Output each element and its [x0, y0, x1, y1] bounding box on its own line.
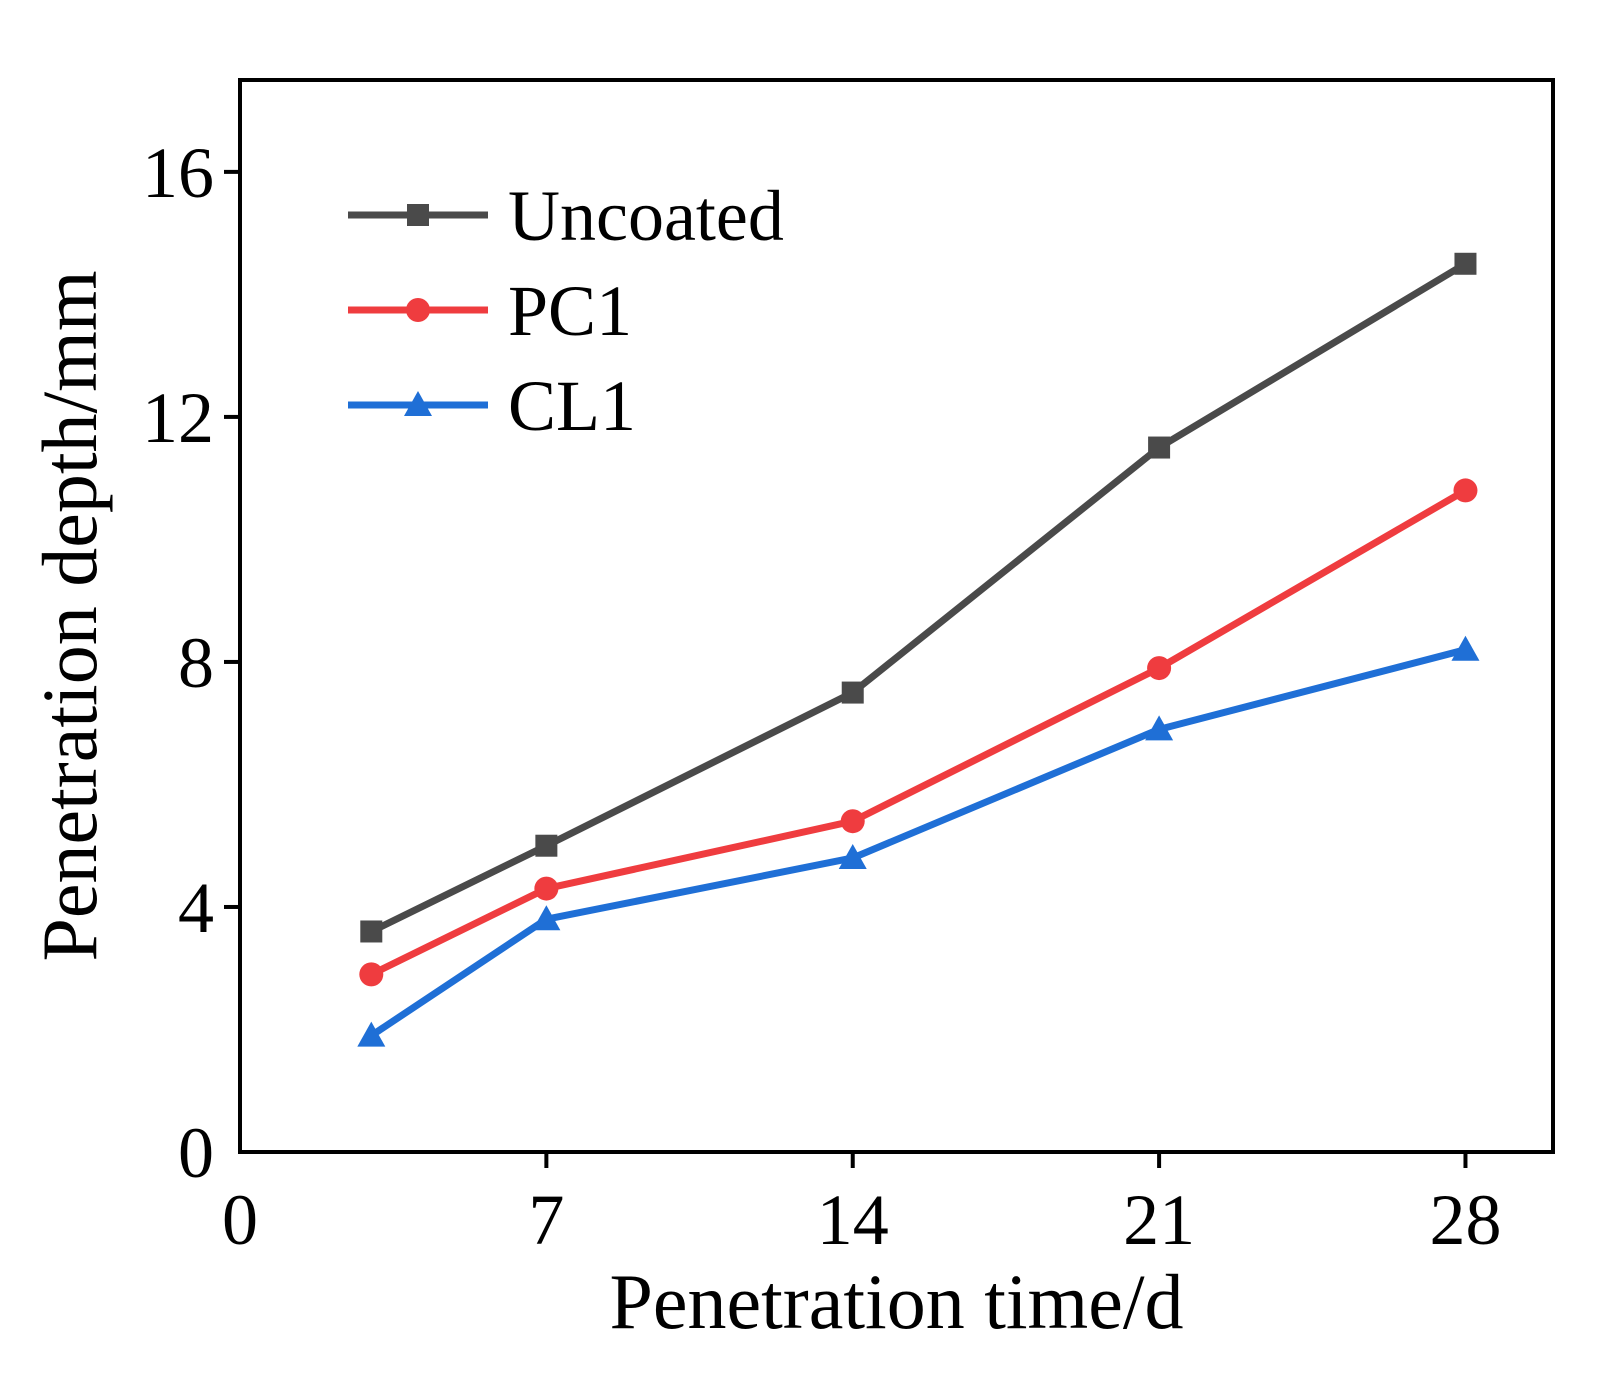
y-tick-label: 12: [142, 378, 214, 458]
data-point-cl1: [357, 1021, 386, 1047]
legend-item-uncoated: Uncoated: [348, 176, 784, 256]
data-point-pc1: [359, 962, 384, 987]
x-tick-label: 0: [222, 1180, 258, 1260]
series-cl1: [357, 635, 1480, 1047]
series-uncoated: [360, 252, 1477, 943]
legend: Uncoated PC1 CL1: [348, 176, 784, 446]
data-point-pc1: [534, 876, 559, 901]
data-point-uncoated: [1454, 252, 1477, 275]
data-point-uncoated: [535, 834, 558, 857]
y-tick-label: 0: [178, 1113, 214, 1193]
legend-marker-pc1: [406, 298, 430, 322]
legend-label-pc1: PC1: [508, 271, 632, 351]
x-tick-label: 7: [528, 1180, 564, 1260]
data-point-cl1: [532, 905, 561, 931]
legend-item-pc1: PC1: [348, 271, 632, 351]
data-point-uncoated: [1148, 436, 1171, 459]
legend-label-cl1: CL1: [508, 366, 636, 446]
x-tick-label: 28: [1429, 1180, 1501, 1260]
y-tick-label: 4: [178, 868, 214, 948]
series-pc1: [359, 478, 1478, 987]
y-tick-label: 8: [178, 623, 214, 703]
data-point-uncoated: [841, 681, 864, 704]
data-point-cl1: [1451, 635, 1480, 661]
y-axis-title: Penetration depth/mm: [26, 270, 113, 961]
x-tick-label: 21: [1123, 1180, 1195, 1260]
plot-marks: [357, 252, 1480, 1047]
axis-ticks: 0 7 14 21 28 0 4 8 12 16: [142, 133, 1501, 1260]
data-point-cl1: [1145, 715, 1174, 741]
data-point-pc1: [840, 809, 865, 834]
data-point-uncoated: [360, 920, 383, 943]
legend-item-cl1: CL1: [348, 366, 636, 446]
data-point-cl1: [838, 843, 867, 869]
series-line-pc1: [369, 487, 1468, 978]
data-point-pc1: [1453, 478, 1478, 503]
plot-frame: [238, 78, 1555, 1154]
legend-marker-uncoated: [407, 204, 429, 226]
legend-marker-cl1: [404, 391, 432, 416]
x-tick-label: 14: [817, 1180, 889, 1260]
legend-label-uncoated: Uncoated: [508, 176, 784, 256]
y-tick-label: 16: [142, 133, 214, 213]
data-point-pc1: [1147, 656, 1172, 681]
x-axis-title: Penetration time/d: [609, 1258, 1183, 1345]
